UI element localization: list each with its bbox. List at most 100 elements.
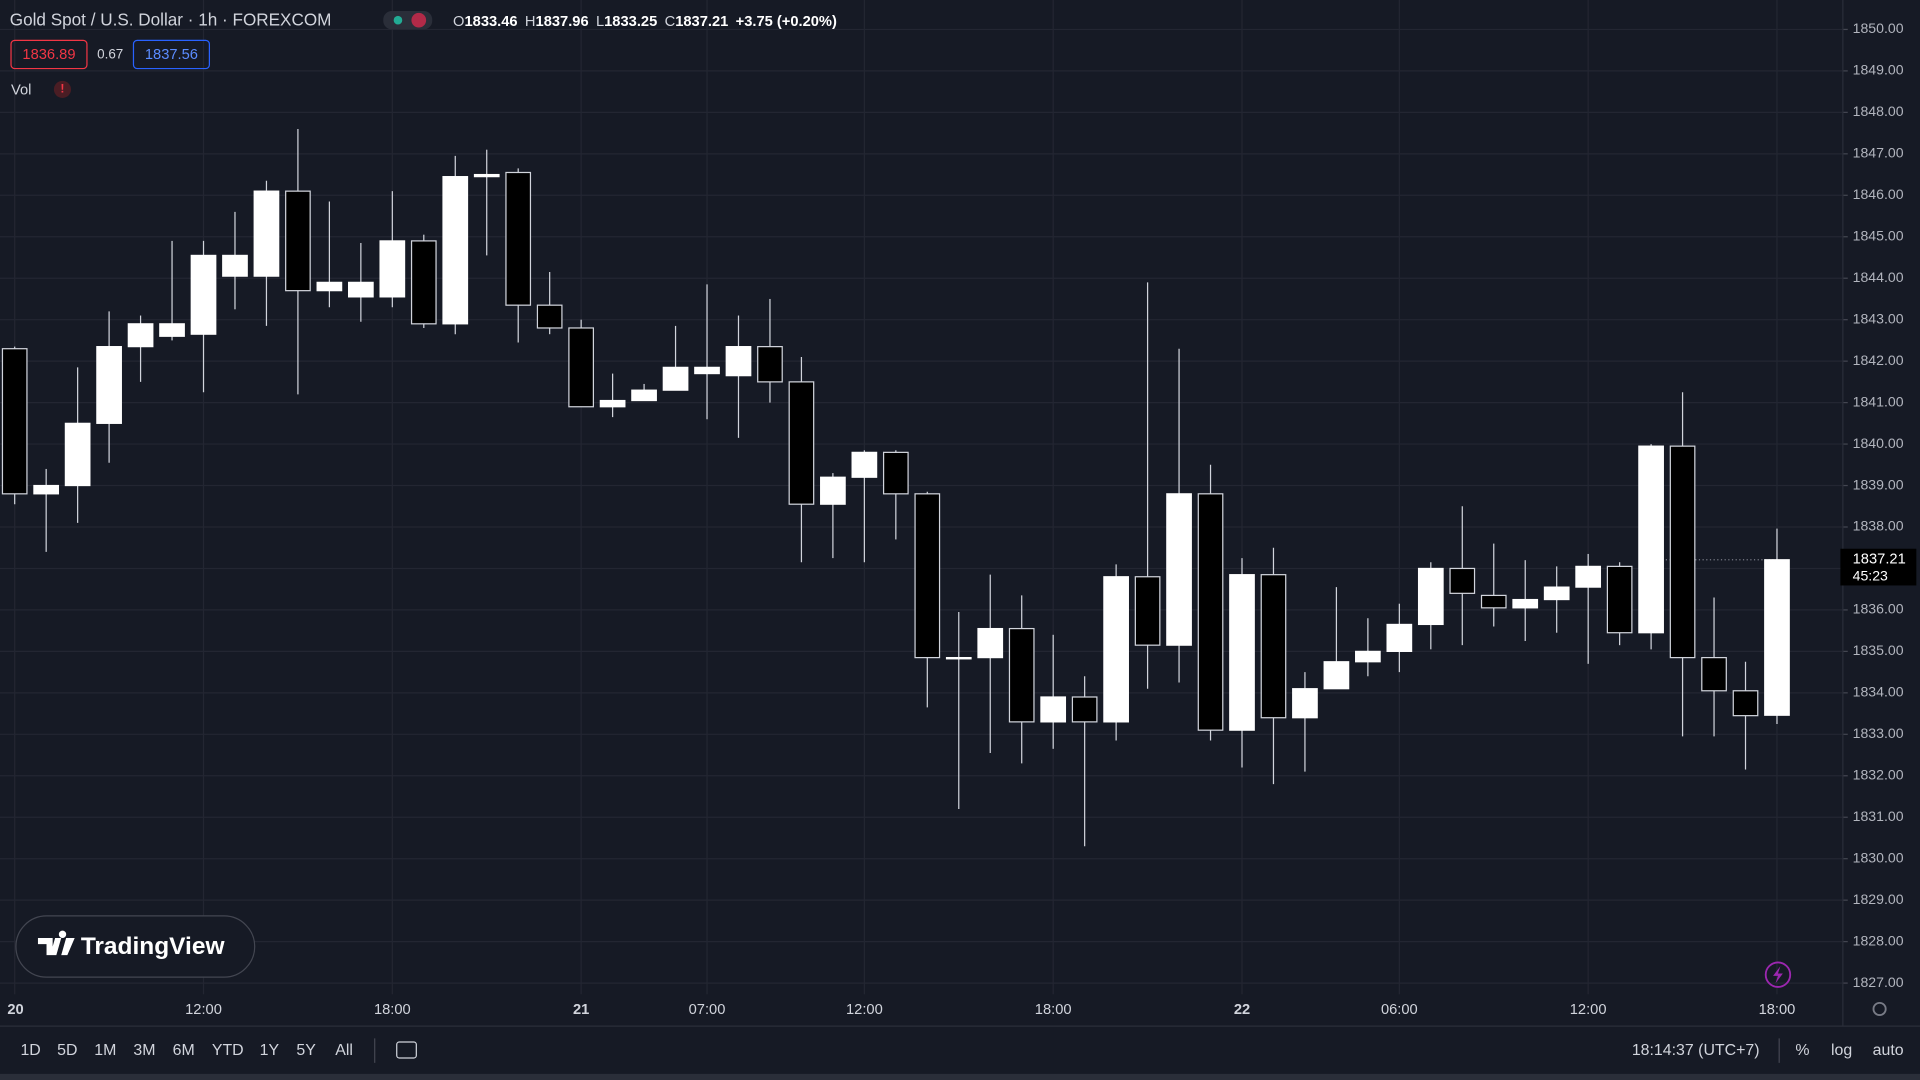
x-tick-label: 20 xyxy=(7,1002,23,1018)
candle-body xyxy=(1764,559,1790,716)
range-button[interactable]: 1D xyxy=(20,1042,40,1059)
candle-body xyxy=(1355,650,1381,663)
spacer xyxy=(657,14,664,30)
symbol-title: Gold Spot / U.S. Dollar · 1h · FOREXCOM xyxy=(10,9,332,29)
ohlc-key: L xyxy=(596,14,604,30)
bid-price: 1836.89 xyxy=(22,47,75,63)
range-button[interactable]: 6M xyxy=(173,1042,195,1059)
candle-body xyxy=(1,348,28,495)
x-tick-label: 18:00 xyxy=(374,1002,411,1018)
candle-body xyxy=(1166,493,1192,646)
candle-body xyxy=(1323,661,1350,690)
y-tick-label: 1847.00 xyxy=(1853,145,1904,161)
range-button[interactable]: YTD xyxy=(212,1042,244,1059)
range-button[interactable]: 1M xyxy=(94,1042,116,1059)
scale-option[interactable]: % xyxy=(1795,1042,1809,1059)
watermark-box xyxy=(15,915,256,978)
x-tick-label: 18:00 xyxy=(1035,1002,1072,1018)
candle-body xyxy=(316,281,343,292)
candle-body xyxy=(473,173,500,178)
watermark-logo xyxy=(37,930,75,956)
candle-body xyxy=(1071,696,1098,723)
candle-body xyxy=(977,627,1004,659)
candle-body xyxy=(820,476,846,505)
range-button[interactable]: All xyxy=(335,1042,353,1059)
y-tick-label: 1844.00 xyxy=(1853,269,1904,285)
alert-icon[interactable] xyxy=(1764,961,1792,988)
ohlc-key: H xyxy=(525,14,536,30)
y-tick-label: 1829.00 xyxy=(1853,891,1904,907)
candle-body xyxy=(1229,574,1255,731)
candle-body xyxy=(1134,576,1161,646)
candle-body xyxy=(1008,627,1035,723)
candle-body xyxy=(379,240,406,298)
candle-body xyxy=(442,176,469,325)
ask-box[interactable] xyxy=(132,39,211,70)
y-tick-label: 1843.00 xyxy=(1853,310,1904,326)
indicator-label: Vol xyxy=(11,82,31,98)
candle-body xyxy=(96,346,122,424)
y-tick-label: 1833.00 xyxy=(1853,725,1904,741)
y-tick-label: 1827.00 xyxy=(1853,974,1904,990)
y-tick-label: 1842.00 xyxy=(1853,352,1904,368)
warning-icon[interactable] xyxy=(53,80,72,98)
y-tick-label: 1846.00 xyxy=(1853,186,1904,202)
candle-body xyxy=(190,254,217,335)
x-tick-label: 12:00 xyxy=(846,1002,883,1018)
y-tick-label: 1830.00 xyxy=(1853,849,1904,865)
candles xyxy=(1,128,1790,847)
x-tick-label: 06:00 xyxy=(1381,1002,1418,1018)
range-button[interactable]: 5Y xyxy=(296,1042,316,1059)
candle-body xyxy=(127,323,154,348)
candle-body xyxy=(662,366,689,391)
range-button[interactable]: 5D xyxy=(57,1042,77,1059)
ohlc-value: 1837.96 xyxy=(536,14,589,30)
candle-body xyxy=(64,422,91,487)
ask-price: 1837.56 xyxy=(145,47,198,63)
candle-body xyxy=(1386,623,1413,652)
scale-option[interactable]: log xyxy=(1831,1042,1852,1059)
ohlc-value: 1833.25 xyxy=(604,14,657,30)
warning-mark: ! xyxy=(60,82,64,96)
ohlc-value: 1837.21 xyxy=(675,14,728,30)
y-tick-label: 1832.00 xyxy=(1853,766,1904,782)
range-button[interactable]: 1Y xyxy=(260,1042,280,1059)
candle-body xyxy=(851,451,878,478)
candle-body xyxy=(1197,493,1224,731)
candle-body xyxy=(410,240,437,325)
settings-icon[interactable] xyxy=(1872,1001,1887,1017)
x-tick-label: 07:00 xyxy=(689,1002,726,1018)
candle-body xyxy=(1512,598,1539,609)
y-tick-label: 1841.00 xyxy=(1853,393,1904,409)
range-button[interactable]: 3M xyxy=(133,1042,155,1059)
candle-body xyxy=(945,656,972,660)
x-tick-label: 21 xyxy=(573,1002,589,1018)
candle-body xyxy=(222,254,248,277)
candle-body xyxy=(253,190,280,277)
ohlc-key: C xyxy=(665,14,676,30)
scale-option[interactable]: auto xyxy=(1873,1042,1904,1059)
candle-body xyxy=(1575,565,1602,588)
candle-body xyxy=(1543,586,1570,601)
bid-box[interactable] xyxy=(10,39,88,70)
date-range-icon[interactable] xyxy=(396,1041,417,1059)
ohlc-readout: O1833.46 H1837.96 L1833.25 C1837.21 +3.7… xyxy=(453,14,837,30)
candle-body xyxy=(1449,567,1476,594)
candle-body xyxy=(725,346,752,377)
ohlc-key: O xyxy=(453,14,464,30)
candle-body xyxy=(914,493,941,659)
clock: 18:14:37 (UTC+7) xyxy=(1632,1042,1760,1059)
spread: 0.67 xyxy=(97,47,123,62)
candle-body xyxy=(505,171,532,306)
status-dot xyxy=(411,12,427,28)
y-tick-label: 1840.00 xyxy=(1853,435,1904,451)
y-tick-label: 1839.00 xyxy=(1853,476,1904,492)
candle-body xyxy=(599,399,626,408)
y-tick-label: 1828.00 xyxy=(1853,932,1904,948)
candle-body xyxy=(882,451,909,495)
candle-body xyxy=(1638,445,1664,634)
candle-body xyxy=(159,323,185,337)
